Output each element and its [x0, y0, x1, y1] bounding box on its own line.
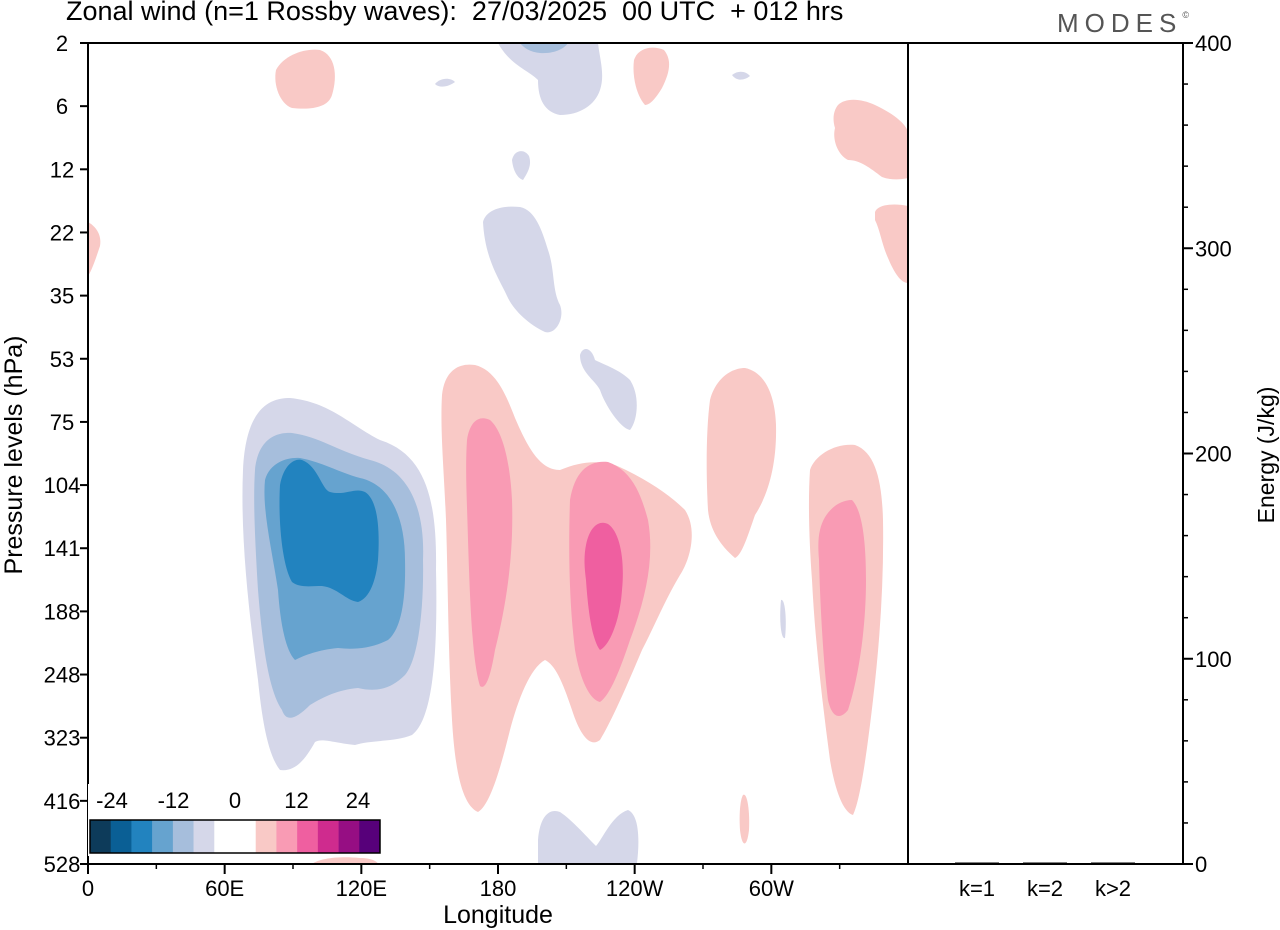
colorbar-label: -12 [158, 788, 190, 813]
contour-pos-west-lev2 [466, 418, 513, 687]
colorbar-labels: -24 -12 0 12 24 [96, 788, 370, 813]
contour-pos-bottom [312, 857, 378, 864]
contour-pos-mid-lev3 [584, 522, 623, 650]
colorbar-swatch [317, 820, 339, 853]
energy-axis: 0 100 200 300 400 [1183, 31, 1232, 877]
energy-tick-label: 300 [1195, 236, 1232, 261]
energy-tick-label: 400 [1195, 31, 1232, 56]
chart-title: Zonal wind (n=1 Rossby waves): 27/03/202… [66, 0, 844, 26]
contour-pos-right-mid [875, 204, 908, 283]
colorbar-swatch [235, 820, 257, 853]
contour-neg-small1 [512, 151, 531, 180]
colorbar-swatch [359, 820, 381, 853]
contour-pos-left-edge [88, 222, 101, 276]
pressure-tick-label: 528 [44, 852, 81, 877]
longitude-tick-label: 180 [480, 876, 517, 901]
longitude-tick-label: 120W [606, 876, 664, 901]
longitude-tick-label: 60W [749, 876, 794, 901]
colorbar-swatch [172, 820, 194, 853]
contour-neg-small2 [435, 78, 455, 87]
longitude-axis: 0 60E 120E 180 120W 60W [82, 864, 841, 901]
pressure-tick-label: 22 [50, 220, 74, 245]
pressure-tick-label: 2 [56, 31, 68, 56]
contour-pos-east-lev2 [818, 500, 866, 716]
contour-neg-small3 [732, 71, 750, 80]
longitude-tick-label: 120E [336, 876, 387, 901]
contour-neg-lev4 [279, 459, 379, 602]
energy-axis-title: Energy (J/kg) [1253, 387, 1279, 524]
x-axis-title: Longitude [443, 901, 553, 929]
pressure-tick-label: 6 [56, 94, 68, 119]
contour-pos-top-mid [633, 47, 670, 105]
colorbar: -24 -12 0 12 24 [88, 784, 383, 856]
longitude-tick-label: 0 [82, 876, 94, 901]
brand-text: MODES [1057, 8, 1183, 38]
y-axis-title: Pressure levels (hPa) [0, 336, 28, 575]
pressure-tick-label: 35 [50, 284, 74, 309]
colorbar-swatch [338, 820, 360, 853]
energy-tick-label: 200 [1195, 442, 1232, 467]
colorbar-frame [89, 819, 381, 854]
energy-tick-label: 100 [1195, 647, 1232, 672]
colorbar-label: 12 [284, 788, 308, 813]
colorbar-label: 0 [229, 788, 241, 813]
colorbar-swatch [193, 820, 215, 853]
colorbar-swatches [89, 819, 381, 854]
energy-bar [1091, 862, 1135, 864]
pressure-tick-label: 141 [44, 536, 81, 561]
colorbar-swatch [152, 820, 174, 853]
pressure-tick-label: 416 [44, 789, 81, 814]
colorbar-swatch [131, 820, 153, 853]
pressure-tick-label: 323 [44, 726, 81, 751]
energy-bar [1023, 862, 1067, 864]
copyright-mark: © [1182, 10, 1189, 20]
contour-pos-right-upper [833, 99, 908, 180]
colorbar-swatch [255, 820, 277, 853]
pressure-tick-label: 248 [44, 663, 81, 688]
energy-tick-label: 0 [1195, 852, 1207, 877]
contour-pos-tl [275, 49, 335, 109]
pressure-tick-label: 188 [44, 599, 81, 624]
contour-neg-top [498, 43, 603, 115]
energy-categories: k=1 k=2 k>2 [959, 876, 1131, 901]
energy-category-label: k=1 [959, 876, 995, 901]
colorbar-swatch [276, 820, 298, 853]
contour-pos-east-upper [706, 368, 777, 558]
pressure-tick-label: 104 [44, 473, 81, 498]
contour-neg-sliver [780, 599, 786, 639]
energy-bar [955, 862, 999, 864]
contour-neg-top-core [520, 43, 568, 54]
colorbar-swatch [110, 820, 132, 853]
longitude-tick-label: 60E [205, 876, 244, 901]
energy-panel-frame [907, 42, 1184, 865]
colorbar-swatch [214, 820, 236, 853]
modes-logo: MODES© [1057, 8, 1189, 39]
colorbar-swatch [90, 820, 112, 853]
pressure-tick-label: 12 [50, 157, 74, 182]
contour-neg-blob [580, 348, 637, 430]
contour-pos-small-sliver [739, 794, 750, 844]
pressure-tick-label: 53 [50, 347, 74, 372]
pressure-tick-label: 75 [50, 410, 74, 435]
colorbar-swatch [297, 820, 319, 853]
energy-category-label: k>2 [1095, 876, 1131, 901]
pressure-axis: 2 6 12 22 35 53 75 104 141 188 248 323 416 528 [44, 31, 88, 877]
energy-category-label: k=2 [1027, 876, 1063, 901]
colorbar-label: 24 [346, 788, 370, 813]
energy-bars [955, 862, 1135, 864]
contour-neg-bottom [538, 810, 639, 864]
colorbar-label: -24 [96, 788, 128, 813]
contour-neg-upper [483, 206, 562, 333]
contour-field [88, 43, 908, 864]
